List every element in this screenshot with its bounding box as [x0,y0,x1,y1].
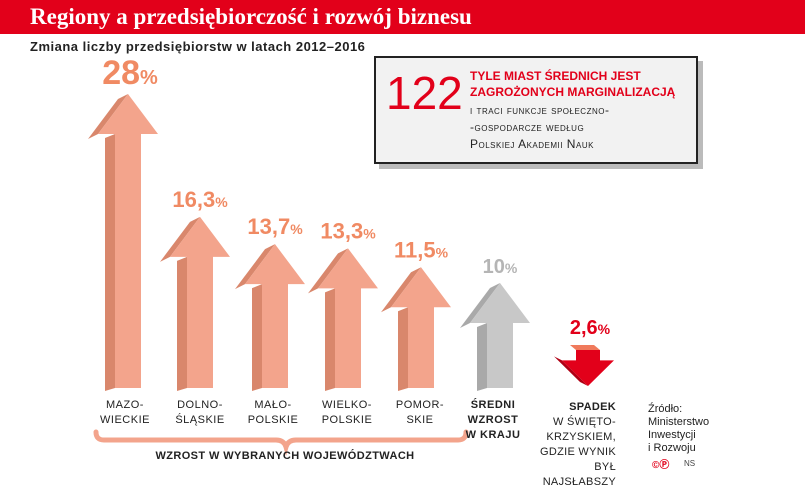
percent-sign: % [140,67,158,89]
page-title: Regiony a przedsiębiorczość i rozwój biz… [30,4,472,29]
bar-malopolskie-head-side [235,244,275,290]
category-line: Dolno- [177,399,223,411]
callout-line-2: zagrożonych marginalizacją [470,85,676,99]
value-label-mazowieckie: 28% [102,54,158,92]
bar-decline-side [554,356,588,386]
category-label-mazowieckie: Mazo- wieckie [90,398,160,428]
percent-sign: % [505,260,518,276]
source-line: i Rozwoju [648,442,696,454]
category-line: polskie [247,414,299,426]
category-label-malopolskie: Mało- polskie [238,398,308,428]
bar-decline [562,350,614,386]
source-line: Ministerstwo [648,416,710,428]
value-label-dolnoslaskie: 16,3% [172,187,228,212]
category-line: Średni [470,399,516,411]
source-line: Inwestycji [648,429,696,441]
category-line: śląskie [175,414,225,426]
bar-dolnoslaskie-side [177,256,187,391]
callout-number: 122 [386,67,463,119]
category-line: w kraju [465,429,521,441]
bar-mazowieckie-head-side [88,94,128,139]
source-note: Źródło: Ministerstwo Inwestycji i Rozwoj… [648,403,709,455]
bar-decline-top [570,345,600,350]
group-bracket [93,429,469,457]
bar-average [470,283,530,388]
bar-wielkopolskie-side [325,288,335,391]
bar-average-head-side [460,283,500,328]
percent-sign: % [436,244,449,260]
percent-sign: % [215,194,228,210]
percent-sign: % [598,321,611,337]
category-line: wieckie [100,414,150,426]
category-line: Wielko- [322,399,372,411]
percent-sign: % [363,225,376,241]
decline-heading: Spadek [569,401,616,413]
value-label-malopolskie: 13,7% [247,214,303,239]
decline-line: gdzie wynik [539,446,616,458]
group-label: WZROST W WYBRANYCH WOJEWÓDZTWACH [155,450,415,462]
callout-line-3: i traci funkcje społeczno- [470,103,610,117]
bar-pomorskie-side [398,307,408,391]
decline-line: w Święto- [553,416,616,428]
category-line: wzrost [467,414,519,426]
value-label-pomorskie: 11,5% [394,237,449,262]
bar-dolnoslaskie-head-side [160,216,200,262]
value-label-wielkopolskie: 13,3% [320,218,376,243]
callout-line-4: -gospodarcze według [470,120,585,134]
callout-line-5: Polskiej Akademii Nauk [470,137,594,151]
bar-malopolskie [245,244,305,388]
bar-average-side [477,323,487,391]
source-line: Źródło: [648,403,683,415]
bar-pomorskie [391,267,451,388]
author-initials: NS [684,459,696,468]
bar-pomorskie-head-side [381,267,421,313]
bar-mazowieckie [98,94,158,388]
bar-wielkopolskie [318,248,378,388]
category-label-decline: Spadek w Święto- krzyskiem, gdzie wynik … [524,400,616,490]
bar-malopolskie-side [252,284,262,391]
category-label-wielkopolskie: Wielko- polskie [312,398,382,428]
chart-subtitle: Zmiana liczby przedsiębiorstw w latach 2… [30,39,366,54]
category-line: Pomor- [395,399,445,411]
category-label-average: Średni wzrost w kraju [455,398,531,443]
category-line: Mazo- [106,399,144,411]
value-label-decline: 2,6% [570,317,611,339]
decline-line: był najsłabszy [542,461,616,488]
value-label-average: 10% [483,256,518,278]
title-bar: Regiony a przedsiębiorczość i rozwój biz… [0,0,805,34]
category-label-dolnoslaskie: Dolno- śląskie [165,398,235,428]
category-line: skie [406,414,434,426]
callout-line-1: tyle miast średnich jest [470,69,641,83]
bar-mazowieckie-side [105,134,115,391]
bar-wielkopolskie-head-side [308,248,348,294]
category-line: Mało- [254,399,292,411]
info-callout: 122 tyle miast średnich jest zagrożonych… [374,56,698,164]
percent-sign: % [290,221,303,237]
decline-line: krzyskiem, [546,431,616,443]
category-line: polskie [321,414,373,426]
copyright-mark: ©Ⓟ [652,460,670,471]
category-label-pomorskie: Pomor- skie [385,398,455,428]
bar-dolnoslaskie [170,216,230,388]
